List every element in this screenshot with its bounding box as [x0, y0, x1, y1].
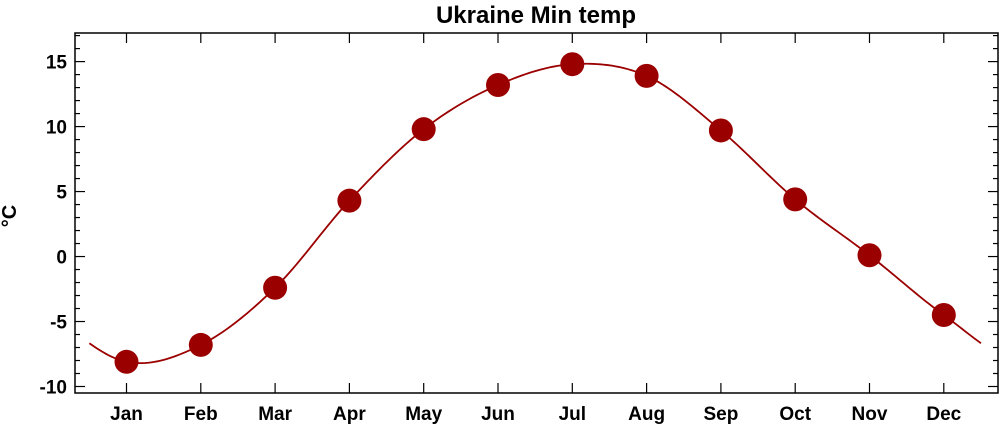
x-tick-label: Mar — [258, 404, 292, 425]
x-tick-label: Jul — [559, 404, 586, 425]
data-point — [114, 349, 139, 374]
data-point — [188, 332, 213, 357]
data-point — [634, 63, 659, 88]
data-point — [560, 52, 585, 77]
y-tick-label: -5 — [50, 313, 67, 334]
x-tick-label: Nov — [852, 404, 888, 425]
chart-title: Ukraine Min temp — [436, 2, 636, 29]
x-tick-label: Dec — [926, 404, 961, 425]
data-point — [931, 303, 956, 328]
x-tick-label: May — [405, 404, 442, 425]
data-point — [263, 275, 288, 300]
series-line — [88, 62, 982, 365]
x-tick-label: Aug — [628, 404, 665, 425]
y-tick-label: -10 — [40, 378, 67, 399]
y-tick-label: 10 — [46, 118, 67, 139]
y-tick-label: 5 — [56, 183, 67, 204]
data-point — [708, 118, 733, 143]
plot-frame — [74, 32, 999, 394]
data-point — [783, 187, 808, 212]
y-tick-label: 0 — [56, 248, 67, 269]
x-tick-label: Jun — [481, 404, 515, 425]
data-point — [411, 117, 436, 142]
x-tick-label: Apr — [333, 404, 366, 425]
data-point — [337, 188, 362, 213]
x-tick-label: Sep — [703, 404, 738, 425]
series-line-layer — [88, 62, 982, 365]
y-axis-title: °C — [0, 205, 21, 227]
data-point — [486, 72, 510, 97]
x-tick-label: Oct — [779, 404, 811, 425]
data-point — [857, 243, 882, 268]
x-tick-label: Jan — [110, 404, 143, 425]
x-tick-label: Feb — [184, 404, 218, 425]
axis-ticks: -10 -5 0 5 10 15 Jan Feb Mar Apr May Jun Jul Aug Sep Oc… — [40, 33, 998, 425]
y-tick-label: 15 — [46, 53, 68, 74]
data-points — [114, 52, 956, 374]
